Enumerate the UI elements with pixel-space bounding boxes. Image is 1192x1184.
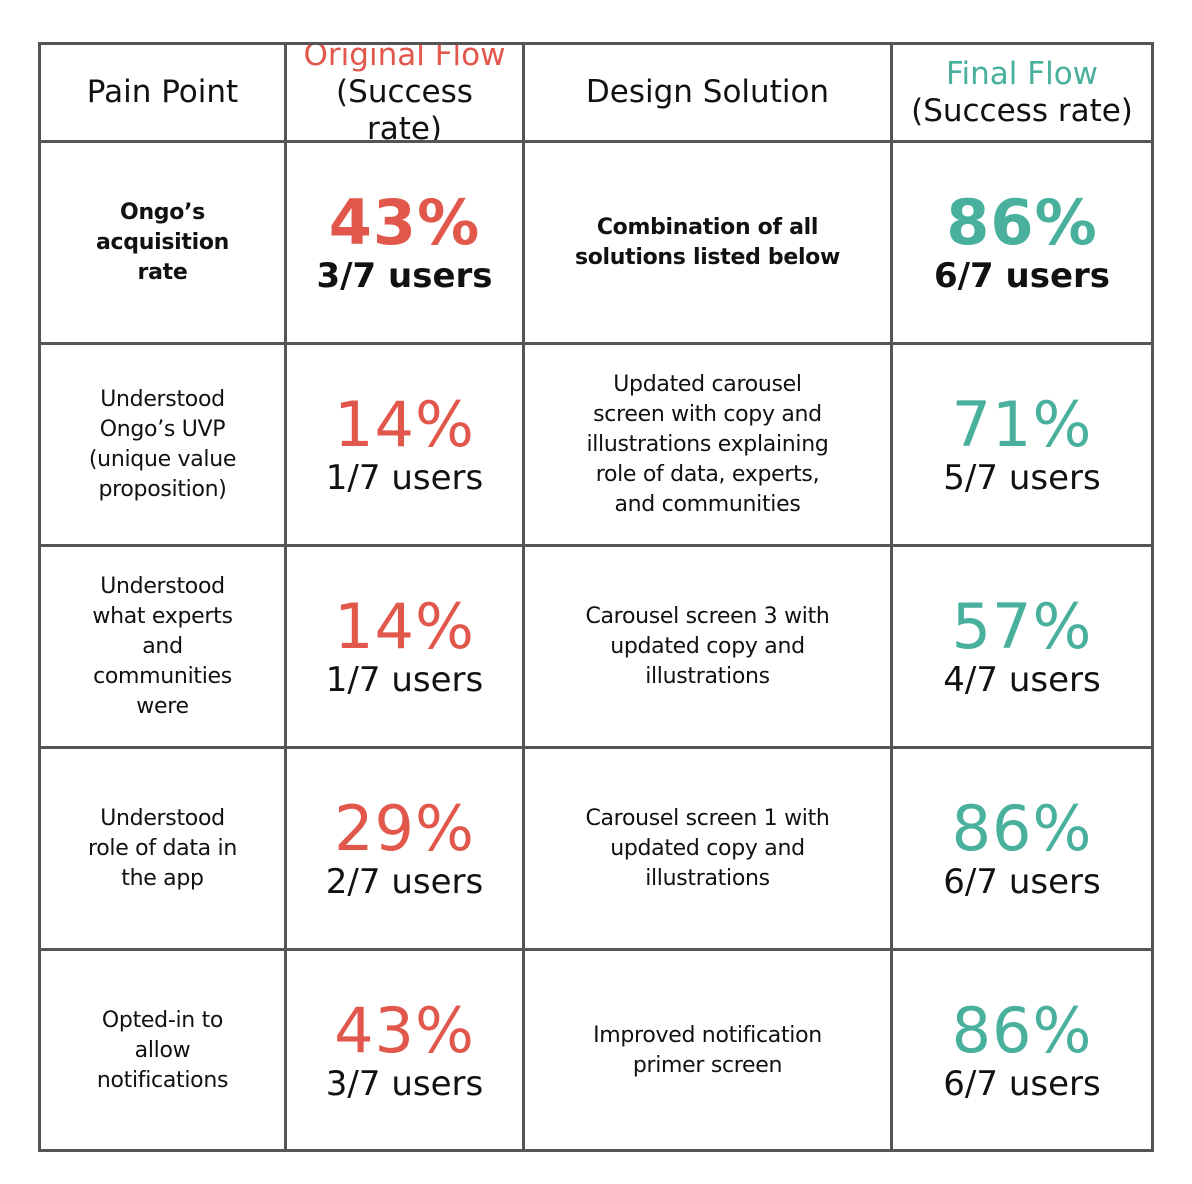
original-percent: 43% <box>328 185 481 259</box>
design-solution-text: Carousel screen 3 with updated copy and … <box>585 603 830 689</box>
table-row-4-final: 86% 6/7 users <box>893 749 1151 951</box>
original-percent: 14% <box>334 589 475 663</box>
table-row-1-pain: Ongo’s acquisition rate <box>41 143 287 345</box>
table-row-5-pain: Opted-in to allow notifications <box>41 951 287 1151</box>
table-row-5-original: 43% 3/7 users <box>287 951 525 1151</box>
pain-point-text: Understood role of data in the app <box>88 805 237 891</box>
design-solution-text: Updated carousel screen with copy and il… <box>586 371 829 517</box>
final-percent: 86% <box>946 185 1098 259</box>
table-row-3-solution: Carousel screen 3 with updated copy and … <box>525 547 893 749</box>
table-row-3-original: 14% 1/7 users <box>287 547 525 749</box>
original-users: 1/7 users <box>325 659 484 700</box>
final-users: 5/7 users <box>943 457 1101 498</box>
table-row-4-pain: Understood role of data in the app <box>41 749 287 951</box>
table-row-3-pain: Understood what experts and communities … <box>41 547 287 749</box>
original-percent: 29% <box>334 791 475 865</box>
header-final-flow-title: Final Flow <box>945 55 1099 92</box>
header-pain-point-label: Pain Point <box>86 74 239 110</box>
table-row-2-final: 71% 5/7 users <box>893 345 1151 547</box>
original-percent: 14% <box>334 387 475 461</box>
header-original-flow-title: Original Flow <box>303 45 506 73</box>
final-users: 6/7 users <box>943 861 1101 902</box>
table-row-3-final: 57% 4/7 users <box>893 547 1151 749</box>
table-row-5-final: 86% 6/7 users <box>893 951 1151 1151</box>
final-percent: 57% <box>951 589 1093 663</box>
table-row-2-pain: Understood Ongo’s UVP (unique value prop… <box>41 345 287 547</box>
pain-point-text: Ongo’s acquisition rate <box>95 199 229 285</box>
header-final-flow: Final Flow (Success rate) <box>893 45 1151 143</box>
original-percent: 43% <box>334 994 475 1067</box>
pain-point-text: Understood what experts and communities … <box>92 573 233 719</box>
final-percent: 86% <box>951 791 1093 865</box>
final-users: 4/7 users <box>943 659 1101 700</box>
header-final-flow-sub: (Success rate) <box>911 92 1133 129</box>
final-percent: 86% <box>951 994 1093 1067</box>
table-row-5-solution: Improved notification primer screen <box>525 951 893 1151</box>
header-pain-point: Pain Point <box>41 45 287 143</box>
table-row-1-final: 86% 6/7 users <box>893 143 1151 345</box>
final-percent: 71% <box>951 387 1093 461</box>
header-original-flow-sub: (Success rate) <box>336 74 473 143</box>
pain-point-text: Understood Ongo’s UVP (unique value prop… <box>88 386 237 502</box>
header-design-solution: Design Solution <box>525 45 893 143</box>
design-solution-text: Combination of all solutions listed belo… <box>574 214 841 270</box>
original-users: 1/7 users <box>325 457 484 498</box>
table-row-2-solution: Updated carousel screen with copy and il… <box>525 345 893 547</box>
pain-point-text: Opted-in to allow notifications <box>96 1008 229 1093</box>
original-users: 3/7 users <box>316 255 493 296</box>
header-original-flow: Original Flow (Success rate) <box>287 45 525 143</box>
original-users: 2/7 users <box>325 861 484 902</box>
final-users: 6/7 users <box>943 1064 1101 1104</box>
final-users: 6/7 users <box>933 255 1111 296</box>
table-row-1-original: 43% 3/7 users <box>287 143 525 345</box>
design-solution-text: Carousel screen 1 with updated copy and … <box>585 805 830 891</box>
table-row-2-original: 14% 1/7 users <box>287 345 525 547</box>
results-table: Pain Point Original Flow (Success rate) … <box>38 42 1154 1152</box>
table-row-1-solution: Combination of all solutions listed belo… <box>525 143 893 345</box>
table-row-4-solution: Carousel screen 1 with updated copy and … <box>525 749 893 951</box>
original-users: 3/7 users <box>325 1064 484 1104</box>
header-design-solution-label: Design Solution <box>585 74 830 110</box>
table-row-4-original: 29% 2/7 users <box>287 749 525 951</box>
design-solution-text: Improved notification primer screen <box>593 1023 822 1078</box>
